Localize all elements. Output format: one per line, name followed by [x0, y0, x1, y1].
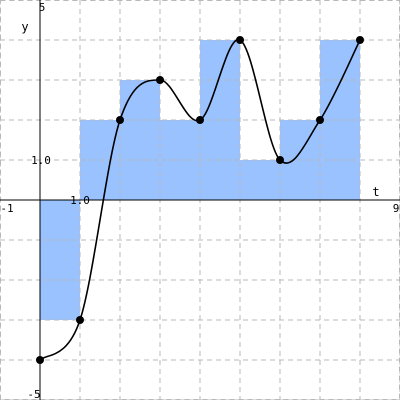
- data-point-5: [236, 36, 244, 44]
- bar-0: [40, 200, 80, 320]
- data-point-2: [116, 116, 124, 124]
- y-axis-label: y: [21, 20, 28, 34]
- x-max-tick-label: 9: [393, 202, 400, 215]
- y-min-tick-label: -5: [27, 388, 40, 400]
- x-unit-tick-label: 1.0: [70, 194, 90, 207]
- y-max-tick-label: 5: [39, 1, 46, 14]
- data-point-8: [356, 36, 364, 44]
- x-axis-label: t: [372, 185, 379, 199]
- y-unit-tick-label: 1.0: [31, 154, 51, 167]
- data-point-6: [276, 156, 284, 164]
- data-point-3: [156, 76, 164, 84]
- bar-5: [240, 160, 280, 200]
- points-layer: [36, 36, 364, 364]
- x-min-tick-label: -1: [0, 202, 13, 215]
- data-point-0: [36, 356, 44, 364]
- data-point-1: [76, 316, 84, 324]
- data-point-4: [196, 116, 204, 124]
- bar-2: [120, 80, 160, 200]
- data-point-7: [316, 116, 324, 124]
